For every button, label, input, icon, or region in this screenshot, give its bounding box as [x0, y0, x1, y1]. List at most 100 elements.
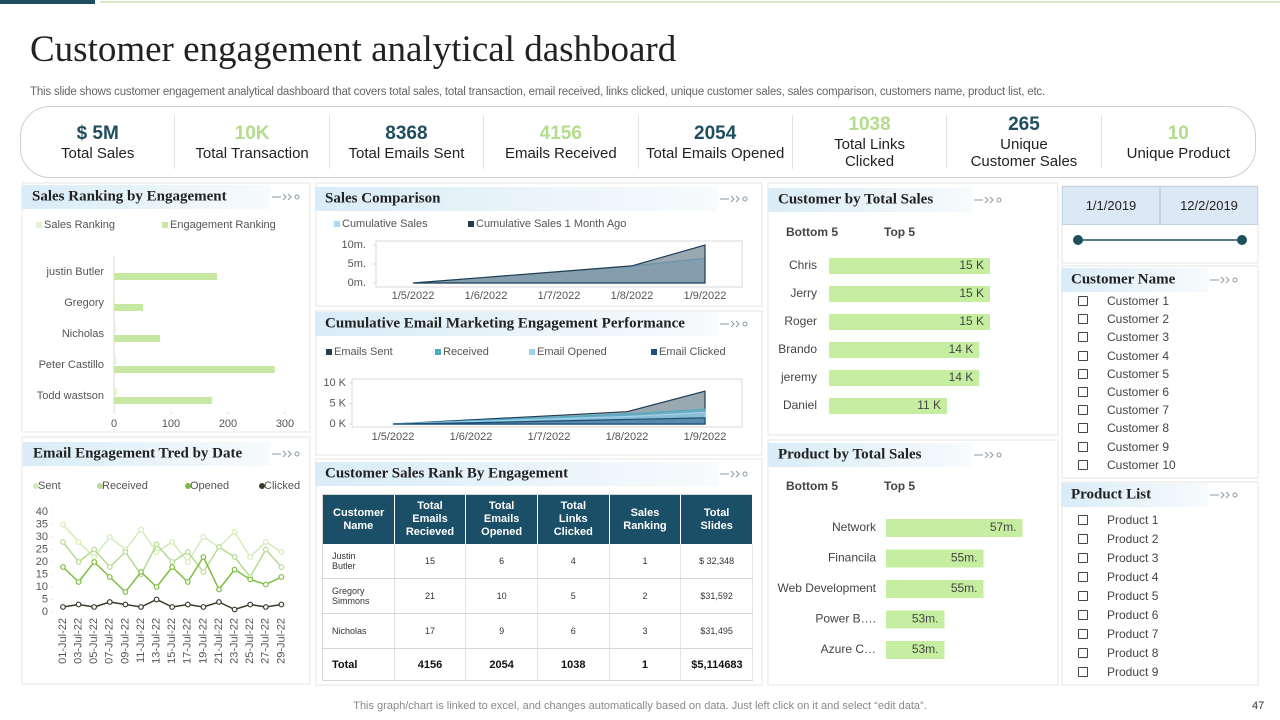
date-start[interactable]: 1/1/2019 [1062, 186, 1160, 225]
point [247, 576, 254, 583]
list-item[interactable]: Customer 4 [1078, 347, 1176, 365]
list-item[interactable]: Product 5 [1078, 586, 1158, 605]
legend-label: Emails Sent [334, 346, 393, 358]
checkbox[interactable] [1078, 610, 1088, 621]
checkbox[interactable] [1078, 405, 1088, 416]
list-item[interactable]: Product 8 [1078, 644, 1158, 663]
kpi: 265 Unique Customer Sales [946, 114, 1100, 170]
point [262, 539, 269, 545]
checkbox[interactable] [1078, 648, 1088, 659]
table-cell: 17 [394, 613, 467, 649]
checkbox[interactable] [1078, 514, 1088, 525]
checkbox[interactable] [1078, 296, 1088, 307]
value-label: 11 K [917, 398, 941, 412]
title-ornament [720, 320, 740, 328]
point [91, 559, 98, 565]
kpi-label: Total Links Clicked [834, 136, 905, 170]
list-item[interactable]: Customer 3 [1078, 328, 1176, 346]
item-label: Product 4 [1107, 569, 1159, 584]
x-tick-label: 09-Jul-22 [119, 618, 131, 664]
title-tab [315, 312, 718, 336]
title-ornament [974, 196, 994, 204]
point [200, 534, 207, 540]
point [153, 549, 160, 555]
list-item[interactable]: Customer 8 [1078, 419, 1176, 437]
bar [114, 273, 218, 280]
title-tab [1061, 483, 1208, 507]
list-item[interactable]: Product 1 [1078, 510, 1158, 529]
point [262, 604, 269, 610]
table-cell: 2054 [465, 648, 538, 681]
category-label: Nicholas [62, 328, 105, 340]
checkbox[interactable] [1078, 332, 1088, 343]
date-slider-handle[interactable] [1237, 235, 1247, 245]
list-item[interactable]: Customer 9 [1078, 438, 1176, 456]
toggle[interactable]: Top 5 [884, 479, 915, 493]
toggle[interactable]: Top 5 [884, 225, 915, 239]
point [247, 554, 254, 560]
table-row: Justin Butler 15 6 4 1 $ 32,348 [322, 544, 753, 579]
toggle[interactable]: Bottom 5 [786, 225, 838, 239]
checkbox[interactable] [1078, 552, 1088, 563]
point [75, 559, 82, 565]
legend-marker [435, 349, 441, 355]
list-item[interactable]: Customer 5 [1078, 365, 1176, 383]
point [106, 534, 113, 540]
checkbox[interactable] [1078, 590, 1088, 601]
y-tick-label: 25 [36, 543, 48, 555]
x-tick-label: 300 [276, 418, 294, 430]
legend-marker [162, 222, 168, 228]
y-tick-label: 35 [36, 518, 48, 530]
x-tick-label: 1/9/2022 [684, 431, 727, 443]
list-item[interactable]: Product 2 [1078, 529, 1158, 548]
checkbox[interactable] [1078, 441, 1088, 452]
checkbox[interactable] [1078, 533, 1088, 544]
y-tick-label: 30 [36, 531, 48, 543]
bar [114, 326, 116, 333]
y-tick-label: 0 K [329, 418, 346, 430]
checkbox[interactable] [1078, 314, 1088, 325]
x-tick-label: 200 [219, 418, 237, 430]
legend-label: Email Clicked [659, 346, 726, 358]
list-item[interactable]: Product 9 [1078, 663, 1158, 682]
list-item[interactable]: Product 4 [1078, 567, 1158, 586]
panel-title: Sales Ranking by Engagement [32, 188, 227, 204]
x-tick-label: 17-Jul-22 [182, 618, 194, 664]
point [278, 549, 285, 555]
panel [21, 436, 311, 685]
date-slider-handle[interactable] [1073, 235, 1083, 245]
footer-note: This graph/chart is linked to excel, and… [353, 700, 927, 712]
title-ornament [720, 470, 740, 478]
bar [114, 304, 144, 311]
list-item[interactable]: Customer 10 [1078, 456, 1176, 474]
list-item[interactable]: Product 7 [1078, 625, 1158, 644]
list-item[interactable]: Customer 1 [1078, 292, 1176, 310]
date-end[interactable]: 12/2/2019 [1160, 186, 1258, 225]
x-tick-label: 05-Jul-22 [88, 618, 100, 664]
checkbox[interactable] [1078, 423, 1088, 434]
panel-title: Sales Comparison [325, 190, 441, 206]
list-item[interactable]: Customer 7 [1078, 401, 1176, 419]
y-tick-label: 20 [36, 556, 48, 568]
value-label: 15 K [959, 286, 984, 300]
list-item[interactable]: Product 3 [1078, 548, 1158, 567]
top-accent [0, 0, 95, 4]
point [247, 601, 254, 608]
checkbox[interactable] [1078, 368, 1088, 379]
table-cell: 6 [537, 613, 610, 649]
bar [114, 295, 116, 302]
checkbox[interactable] [1078, 667, 1088, 678]
list-item[interactable]: Customer 6 [1078, 383, 1176, 401]
checkbox[interactable] [1078, 387, 1088, 398]
checkbox[interactable] [1078, 629, 1088, 640]
list-item[interactable]: Customer 2 [1078, 310, 1176, 328]
toggle[interactable]: Bottom 5 [786, 479, 838, 493]
checkbox[interactable] [1078, 350, 1088, 361]
checkbox[interactable] [1078, 571, 1088, 582]
legend-marker [185, 483, 191, 489]
list-item[interactable]: Product 6 [1078, 605, 1158, 624]
checkbox[interactable] [1078, 459, 1088, 470]
value-label: 55m. [951, 551, 978, 565]
panel-title: Customer Name [1071, 271, 1176, 287]
